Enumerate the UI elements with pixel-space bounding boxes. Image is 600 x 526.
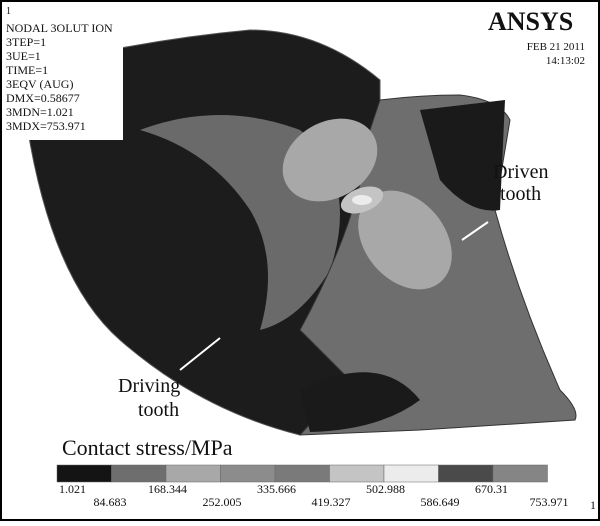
info-line: 3TEP=1 [6, 35, 46, 49]
logo: ANSYS [488, 7, 573, 36]
legend-swatch [220, 464, 276, 483]
annotation: Driven [493, 161, 549, 183]
time: 14:13:02 [546, 55, 585, 67]
info-line: 3EQV (AUG) [6, 77, 73, 91]
legend-label: 168.344 [148, 482, 187, 496]
stress-peak [352, 195, 372, 205]
stress-lobe [358, 190, 452, 290]
info-box [3, 3, 123, 140]
legend: 1.021 84.683 168.344 252.005 335.666 419.327 5… [56, 464, 569, 509]
legend-label: 670.31 [475, 482, 508, 496]
window-number: 1 [6, 6, 11, 17]
legend-label: 1.021 [59, 482, 86, 496]
legend-swatch [329, 464, 385, 483]
driven-dark-bottom [300, 372, 420, 432]
info-line: DMX=0.58677 [6, 91, 80, 105]
date: FEB 21 2011 [527, 41, 585, 53]
driven-dark [420, 100, 505, 211]
info-line: NODAL 3OLUT ION [6, 21, 113, 35]
legend-label: 753.971 [530, 495, 569, 509]
stress-lobe [282, 118, 378, 202]
legend-label: 502.988 [366, 482, 405, 496]
annotation: tooth [500, 183, 541, 205]
info-line: 3MDX=753.971 [6, 119, 86, 133]
legend-swatch [492, 464, 548, 483]
legend-swatch [383, 464, 439, 483]
info-line: TIME=1 [6, 63, 48, 77]
legend-label: 252.005 [203, 495, 242, 509]
arrow [179, 337, 221, 371]
annotation: Driving [118, 375, 180, 397]
legend-swatch [56, 464, 112, 483]
legend-label: 419.327 [312, 495, 351, 509]
annotation: tooth [138, 399, 179, 421]
legend-swatch [438, 464, 494, 483]
legend-swatch [165, 464, 221, 483]
window-number: 1 [590, 498, 596, 512]
legend-label: 586.649 [421, 495, 460, 509]
arrow [461, 221, 489, 241]
legend-label: 335.666 [257, 482, 296, 496]
info-line: 3UE=1 [6, 49, 41, 63]
legend-label: 84.683 [94, 495, 127, 509]
legend-title: Contact stress/MPa [62, 435, 233, 460]
legend-swatch [274, 464, 330, 483]
legend-swatch [111, 464, 167, 483]
info-line: 3MDN=1.021 [6, 105, 74, 119]
